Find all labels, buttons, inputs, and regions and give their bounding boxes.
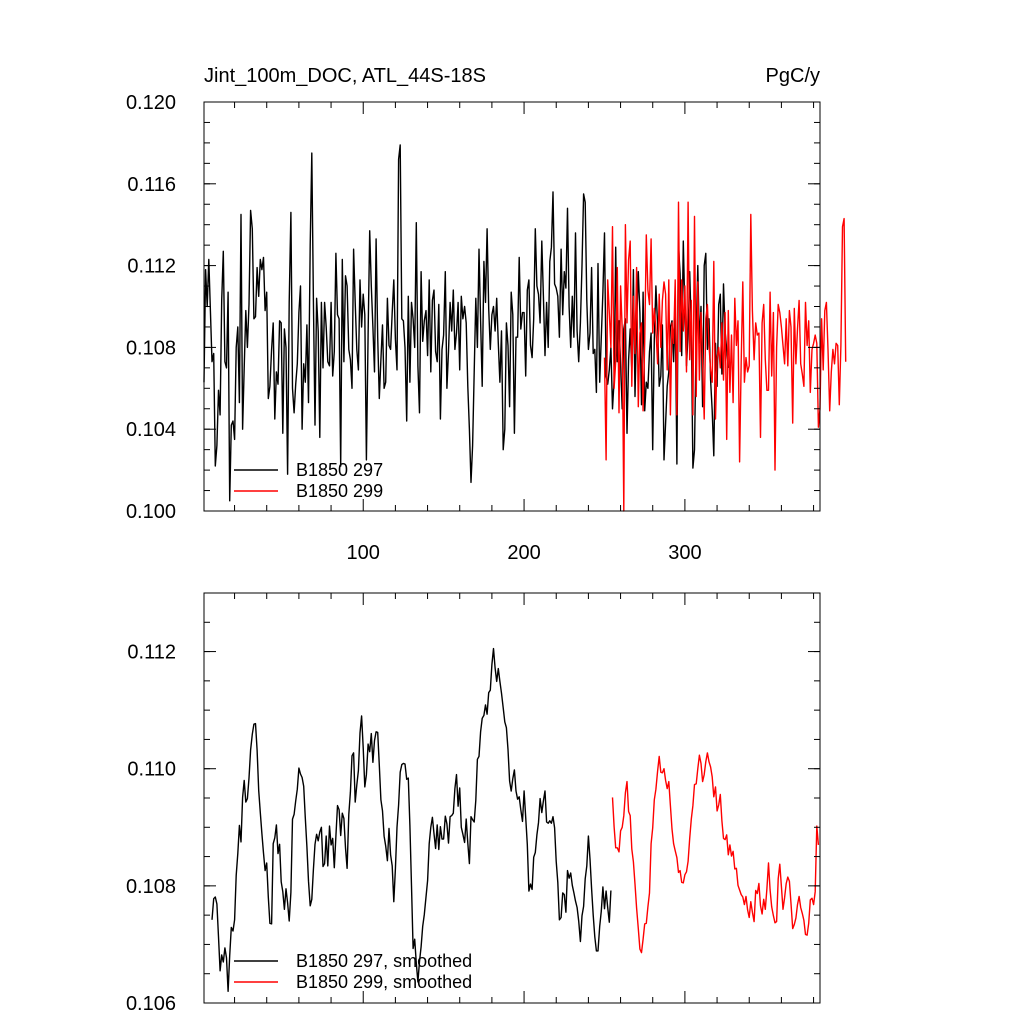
legend-label: B1850 299, smoothed	[296, 972, 472, 992]
y-tick-label: 0.106	[126, 993, 176, 1015]
y-tick-label: 0.110	[127, 759, 176, 781]
x-tick-label: 200	[507, 542, 540, 564]
y-tick-label: 0.112	[127, 642, 176, 664]
chart-title: Jint_100m_DOC, ATL_44S-18S	[204, 65, 486, 87]
y-tick-label: 0.108	[126, 337, 176, 359]
bottom-panel: 0.106 0.108 0.110 0.112 B1850 297, smoothedB…	[126, 592, 821, 1015]
series-line-1	[211, 647, 612, 992]
y-tick-label: 0.120	[126, 92, 176, 114]
y-tick-label: 0.108	[126, 876, 176, 898]
legend-label: B1850 297	[296, 460, 383, 480]
y-tick-label: 0.112	[127, 256, 176, 278]
y-tick-label: 0.116	[127, 174, 176, 196]
top-panel: 0.100 0.104 0.108 0.112 0.116 0.120 100 200 300 J…	[126, 65, 847, 564]
series-line-1	[203, 144, 729, 502]
legend-label: B1850 297, smoothed	[296, 951, 472, 971]
y-tick-label: 0.104	[126, 419, 176, 441]
series-line-2	[603, 201, 847, 512]
y-tick-label: 0.100	[126, 501, 176, 523]
series-line-2	[611, 752, 820, 954]
x-tick-label: 300	[668, 542, 701, 564]
x-tick-label: 100	[347, 542, 380, 564]
legend-label: B1850 299	[296, 481, 383, 501]
units-label: PgC/y	[766, 65, 820, 87]
